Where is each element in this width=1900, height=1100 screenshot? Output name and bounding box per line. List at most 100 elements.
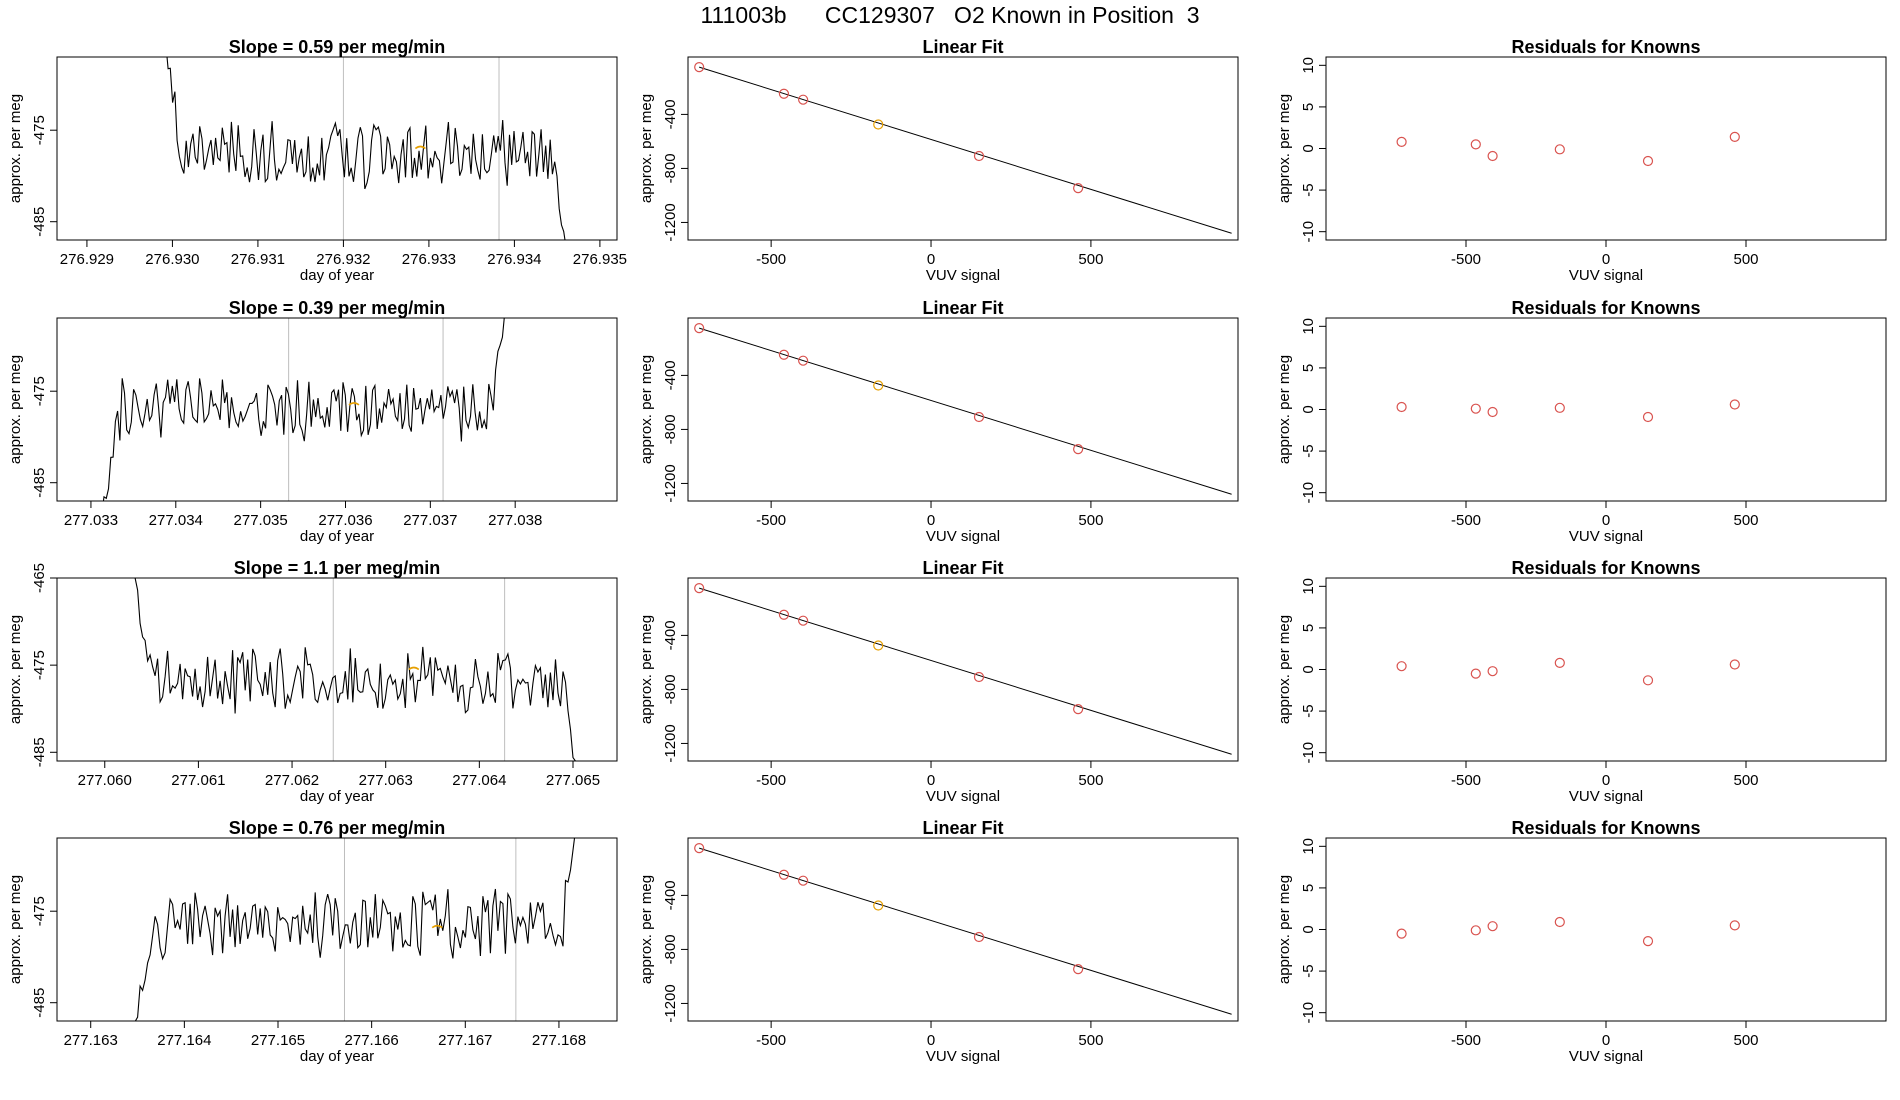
data-point [1642, 675, 1654, 686]
x-tick-label: 277.164 [157, 1032, 211, 1049]
x-tick-label: 277.063 [359, 772, 413, 789]
data-point [1396, 928, 1407, 939]
chart-title: Residuals for Knowns [1511, 558, 1700, 578]
data-point [873, 119, 884, 130]
x-axis-label: VUV signal [926, 1048, 1000, 1065]
data-point [798, 94, 809, 105]
y-axis-label: approx. per meg [7, 615, 24, 724]
y-axis-label: approx. per meg [7, 355, 24, 464]
data-point [973, 931, 985, 943]
data-point [1642, 411, 1654, 423]
x-tick-label: 500 [1733, 512, 1758, 529]
x-tick-label: 277.166 [345, 1032, 399, 1049]
y-tick-label: -5 [1300, 964, 1317, 977]
chart-panel-1: Slope = 0.59 per meg/min 276.929 276.930 27… [7, 37, 627, 284]
chart-title: Slope = 0.39 per meg/min [229, 298, 446, 318]
x-tick-label: 276.935 [573, 251, 627, 268]
data-point [973, 411, 985, 423]
data-point [1396, 661, 1407, 672]
y-tick-label: 0 [1300, 925, 1317, 933]
trace-line [134, 578, 577, 761]
y-tick-label: -800 [662, 414, 679, 444]
x-tick-label: -500 [1451, 1032, 1481, 1049]
x-tick-label: 277.062 [265, 772, 319, 789]
x-tick-label: 277.036 [318, 512, 372, 529]
data-point [1073, 183, 1084, 194]
data-point [694, 843, 705, 854]
chart-title: Linear Fit [922, 558, 1003, 578]
x-axis-label: VUV signal [926, 788, 1000, 805]
y-tick-label: -475 [31, 896, 48, 926]
x-axis-label: VUV signal [926, 528, 1000, 545]
x-tick-label: 0 [927, 772, 935, 789]
y-tick-label: -485 [31, 988, 48, 1018]
chart-panel-12: Residuals for Knowns -500 0 500 10 5 0 -5 -10 VUV… [1276, 818, 1887, 1065]
y-tick-label: 0 [1300, 405, 1317, 413]
plot-area [134, 578, 577, 761]
y-axis-label: approx. per meg [638, 875, 655, 984]
y-axis-label: approx. per meg [7, 875, 24, 984]
trace-line [166, 57, 566, 240]
y-tick-label: 10 [1300, 578, 1317, 595]
trace-line [134, 838, 576, 1021]
y-tick-label: -475 [31, 115, 48, 145]
data-point [778, 349, 790, 360]
x-tick-label: 277.038 [488, 512, 542, 529]
x-tick-label: -500 [1451, 512, 1481, 529]
x-tick-label: 277.035 [234, 512, 288, 529]
chart-panel-11: Linear Fit -500 0 500 -400 -800 -1200 VUV signa… [638, 818, 1239, 1065]
y-tick-label: -1200 [662, 724, 679, 762]
data-point [973, 671, 985, 683]
chart-panel-3: Residuals for Knowns -500 0 500 10 5 0 -5 -10 VUV… [1276, 37, 1887, 284]
data-point [1554, 144, 1565, 155]
data-point [798, 875, 809, 886]
y-tick-label: -800 [662, 674, 679, 704]
x-tick-label: 276.929 [60, 251, 114, 268]
chart-title: Residuals for Knowns [1511, 818, 1700, 838]
y-tick-label: -1200 [662, 203, 679, 241]
plot-frame [56, 837, 618, 1022]
chart-panel-8: Linear Fit -500 0 500 -400 -800 -1200 VUV signa… [638, 558, 1239, 805]
trace-line [102, 318, 505, 501]
data-point [1487, 666, 1498, 677]
data-point [798, 615, 809, 626]
data-point [1554, 402, 1565, 413]
y-axis-label: approx. per meg [7, 94, 24, 203]
x-axis-label: VUV signal [1569, 528, 1643, 545]
y-tick-label: -5 [1300, 704, 1317, 717]
x-tick-label: -500 [756, 512, 786, 529]
x-axis-label: day of year [300, 788, 374, 805]
data-point [1470, 925, 1481, 936]
y-tick-label: -400 [662, 360, 679, 390]
y-tick-label: -465 [31, 563, 48, 593]
y-axis-label: approx. per meg [1276, 355, 1293, 464]
data-point [873, 900, 884, 911]
y-axis-label: approx. per meg [1276, 615, 1293, 724]
data-point [1470, 668, 1481, 679]
y-tick-label: 0 [1300, 144, 1317, 152]
plot-frame [687, 56, 1239, 241]
y-tick-label: -1200 [662, 984, 679, 1022]
plot-frame [56, 56, 618, 241]
x-tick-label: 277.037 [403, 512, 457, 529]
data-point [694, 583, 705, 594]
x-tick-label: 277.060 [78, 772, 132, 789]
data-point [798, 355, 809, 366]
data-point [694, 323, 705, 334]
x-tick-label: 277.061 [171, 772, 225, 789]
fit-line [699, 587, 1232, 755]
plot-area [694, 323, 1232, 495]
x-tick-label: 0 [1602, 772, 1610, 789]
plot-frame [1325, 317, 1887, 502]
y-axis-label: approx. per meg [1276, 94, 1293, 203]
highlight-mark [408, 666, 420, 671]
data-point [1396, 401, 1407, 413]
x-tick-label: 276.931 [231, 251, 285, 268]
data-point [1487, 921, 1498, 932]
chart-title: Linear Fit [922, 298, 1003, 318]
chart-title: Residuals for Knowns [1511, 298, 1700, 318]
plot-frame [56, 317, 618, 502]
plot-area [134, 838, 576, 1021]
plot-area [694, 583, 1232, 755]
